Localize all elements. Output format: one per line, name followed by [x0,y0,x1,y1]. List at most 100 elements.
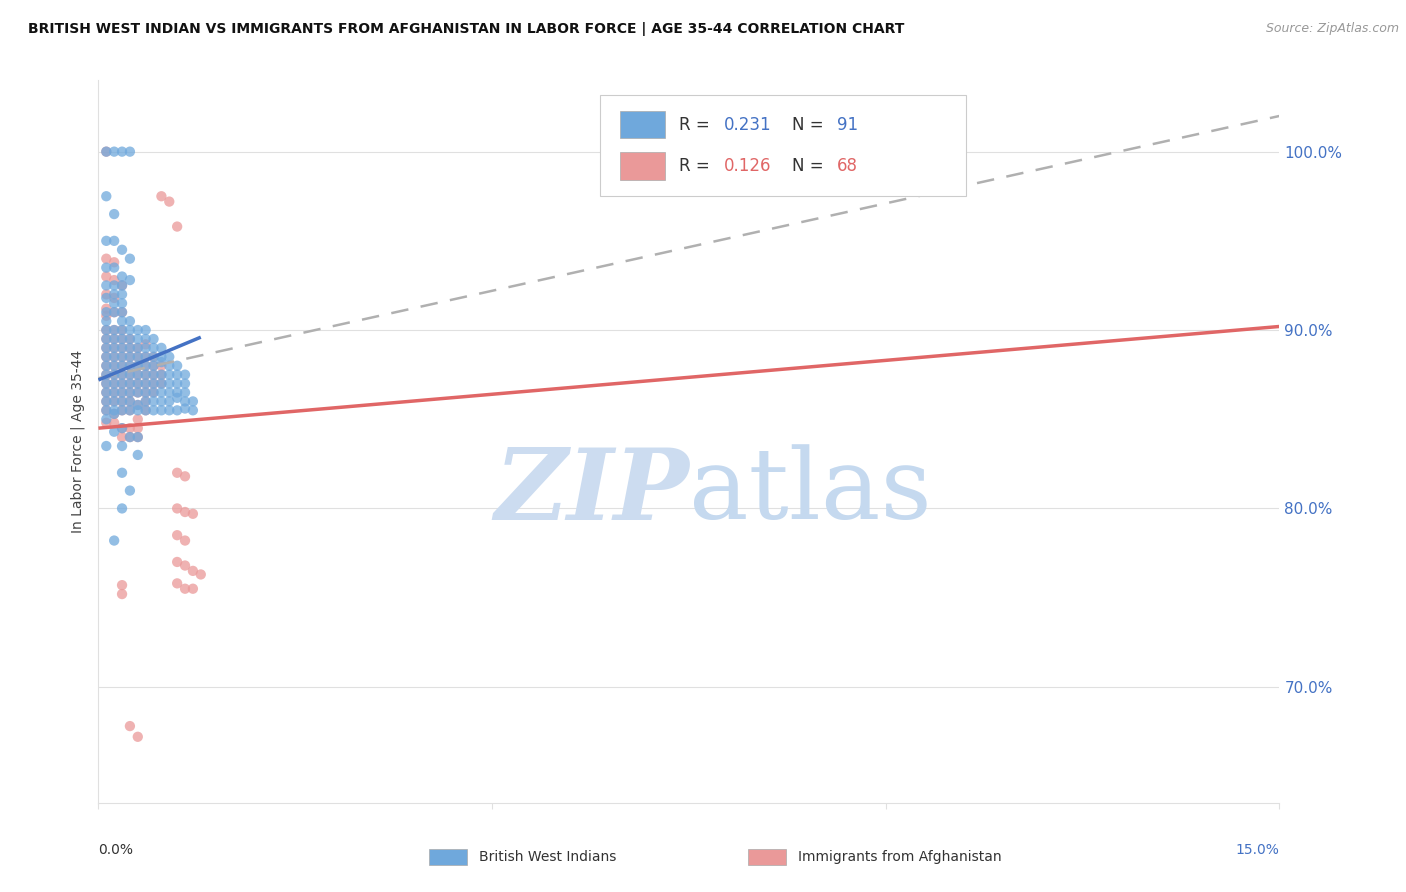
Point [166,466,188,480]
Point [96,368,118,382]
Point [96,416,118,430]
Point [96,291,118,305]
Point [103,278,125,293]
Point [111,394,134,409]
Text: 68: 68 [837,157,858,175]
Point [157,194,180,209]
Point [181,507,204,521]
Point [96,234,118,248]
Point [96,341,118,355]
Point [150,376,173,391]
Point [118,421,141,435]
Point [111,341,134,355]
Point [96,359,118,373]
Point [166,376,188,391]
Point [166,368,188,382]
Text: R =: R = [679,157,716,175]
Point [150,341,173,355]
Point [127,341,149,355]
Point [135,337,157,351]
Point [157,368,180,382]
Point [127,730,149,744]
Text: N =: N = [792,116,828,134]
Point [118,350,141,364]
FancyBboxPatch shape [620,153,665,179]
Point [135,376,157,391]
Point [96,376,118,391]
Point [127,332,149,346]
Point [111,403,134,417]
Point [118,385,141,400]
Point [111,332,134,346]
Point [135,341,157,355]
Point [111,501,134,516]
Point [111,368,134,382]
Point [142,332,165,346]
Point [103,394,125,409]
Point [111,314,134,328]
Point [103,332,125,346]
Point [135,403,157,417]
Text: 0.231: 0.231 [724,116,772,134]
Point [103,291,125,305]
Point [96,252,118,266]
Point [127,359,149,373]
Point [118,483,141,498]
Point [111,587,134,601]
Point [142,368,165,382]
Point [111,421,134,435]
Point [135,359,157,373]
Point [174,376,197,391]
Point [166,403,188,417]
Point [103,296,125,310]
Point [142,350,165,364]
Point [96,145,118,159]
Point [96,359,118,373]
Text: 0.126: 0.126 [724,157,772,175]
Point [118,376,141,391]
Point [118,323,141,337]
Point [127,448,149,462]
Point [174,505,197,519]
Point [118,385,141,400]
Point [166,528,188,542]
Point [157,403,180,417]
Point [103,368,125,382]
Text: BRITISH WEST INDIAN VS IMMIGRANTS FROM AFGHANISTAN IN LABOR FORCE | AGE 35-44 CO: BRITISH WEST INDIAN VS IMMIGRANTS FROM A… [28,22,904,37]
Point [135,350,157,364]
Point [174,469,197,483]
Point [127,341,149,355]
Point [103,359,125,373]
Point [118,359,141,373]
Point [103,207,125,221]
Point [103,287,125,301]
Point [157,394,180,409]
Point [118,314,141,328]
Point [111,278,134,293]
Point [103,425,125,439]
Point [174,368,197,382]
Point [142,359,165,373]
Text: R =: R = [679,116,716,134]
Point [135,385,157,400]
Point [96,145,118,159]
Point [142,359,165,373]
Point [135,359,157,373]
Point [150,368,173,382]
Point [96,350,118,364]
Point [111,385,134,400]
Point [103,350,125,364]
Text: atlas: atlas [689,444,932,540]
Point [174,401,197,416]
Point [157,376,180,391]
Point [96,376,118,391]
Point [111,439,134,453]
Point [103,368,125,382]
Point [150,189,173,203]
Point [174,385,197,400]
Point [111,296,134,310]
Point [103,323,125,337]
Point [166,555,188,569]
Point [103,394,125,409]
Point [111,350,134,364]
